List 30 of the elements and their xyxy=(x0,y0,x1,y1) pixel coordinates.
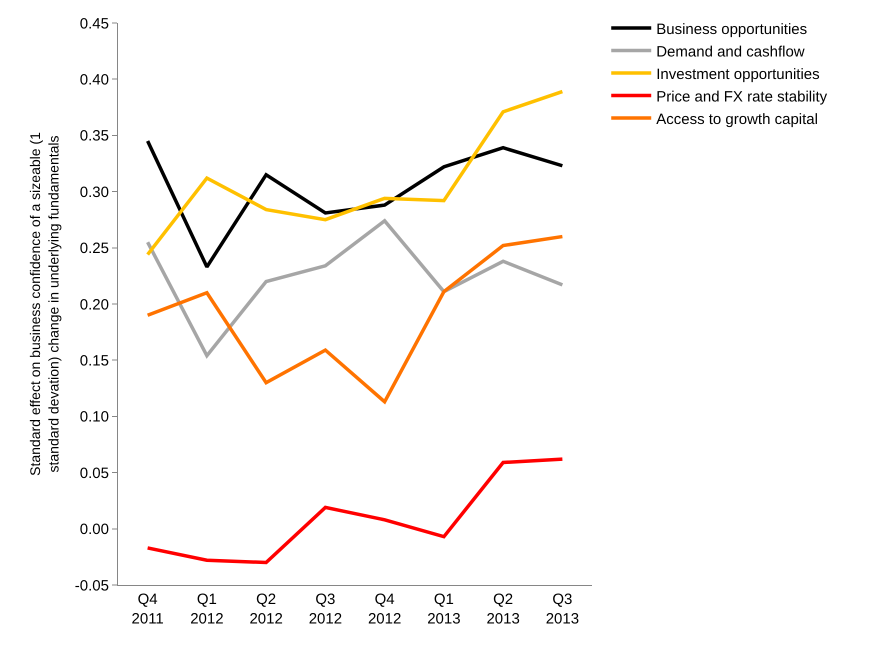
y-tick-label: 0.10 xyxy=(80,408,109,426)
y-axis-title: Standard effect on business confidence of a sizeable (1 standard devation) change in underlying fundamentals xyxy=(27,132,62,476)
x-tick-label: Q3 2012 xyxy=(308,591,342,628)
y-tick-label: 0.15 xyxy=(80,352,109,370)
legend-label: Price and FX rate stability xyxy=(656,88,828,106)
y-tick-label: 0.45 xyxy=(80,15,109,32)
y-tick-label: 0.30 xyxy=(80,184,109,201)
y-tick-label: 0.25 xyxy=(80,240,109,258)
x-tick-label: Q1 2012 xyxy=(190,591,224,628)
legend-label: Investment opportunities xyxy=(656,66,820,83)
line-series xyxy=(146,90,564,256)
y-tick-label: 0.35 xyxy=(80,128,109,145)
x-tick-label: Q3 2013 xyxy=(546,591,580,628)
line-series xyxy=(146,457,564,564)
x-tick-label: Q4 2012 xyxy=(368,591,402,628)
y-tick-label: 0.20 xyxy=(80,296,109,314)
x-tick-label: Q4 2011 xyxy=(131,591,164,628)
y-tick-label: 0.05 xyxy=(80,464,109,482)
legend-label: Business opportunities xyxy=(656,20,808,38)
y-tick-label: 0.00 xyxy=(80,521,109,538)
x-tick-label: Q2 2013 xyxy=(486,591,520,628)
legend-label: Access to growth capital xyxy=(656,110,818,128)
line-series xyxy=(146,139,564,269)
x-tick-label: Q1 2013 xyxy=(427,591,461,628)
y-tick-label: -0.05 xyxy=(74,577,109,594)
legend-label: Demand and cashflow xyxy=(656,43,805,60)
line-series xyxy=(146,219,564,358)
y-tick-label: 0.40 xyxy=(80,71,109,88)
x-tick-label: Q2 2012 xyxy=(249,591,283,628)
line-series xyxy=(146,234,564,404)
